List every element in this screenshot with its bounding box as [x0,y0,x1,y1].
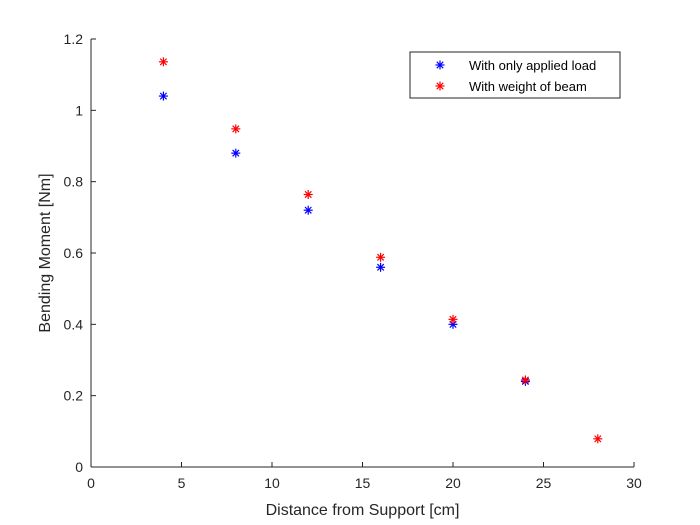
data-point-series-0 [303,205,313,215]
legend-box [409,51,621,99]
plot-area [91,39,634,467]
x-tick-label: 20 [445,475,461,491]
x-axis-label: Distance from Support [cm] [266,502,460,519]
data-point-series-1 [593,434,603,444]
data-points [158,57,603,444]
y-tick-label: 0.8 [64,174,84,190]
data-point-series-1 [231,124,241,134]
data-point-series-0 [231,148,241,158]
legend-marker-with-only-applied-load [435,60,445,70]
x-tick-label: 10 [264,475,280,491]
y-tick-label: 0.6 [64,245,84,261]
legend-marker-with-weight-of-beam [435,81,445,91]
data-point-series-0 [376,262,386,272]
ticks: 0 5 10 15 20 25 30 0 0.2 0.4 0.6 0.8 1 1.2 [64,31,642,491]
y-axis-label: Bending Moment [Nm] [37,173,54,332]
legend-star-icon [435,60,445,70]
legend-star-icon [435,81,445,91]
x-tick-label: 25 [536,475,552,491]
data-point-series-1 [520,375,530,385]
data-point-series-1 [448,314,458,324]
x-tick-label: 30 [626,475,642,491]
legend: With only applied load With weight of be… [409,51,621,99]
y-tick-label: 0.4 [64,316,84,332]
y-tick-label: 0 [75,459,83,475]
legend-label-with-only-applied-load: With only applied load [469,58,596,73]
data-point-series-1 [158,57,168,67]
x-tick-label: 5 [178,475,186,491]
y-tick-label: 1 [75,102,83,118]
data-point-series-1 [303,190,313,200]
data-point-series-0 [158,91,168,101]
y-tick-label: 1.2 [64,31,84,47]
x-tick-label: 0 [87,475,95,491]
x-tick-label: 15 [355,475,371,491]
data-point-series-1 [376,252,386,262]
y-tick-label: 0.2 [64,388,84,404]
legend-label-with-weight-of-beam: With weight of beam [469,79,587,94]
